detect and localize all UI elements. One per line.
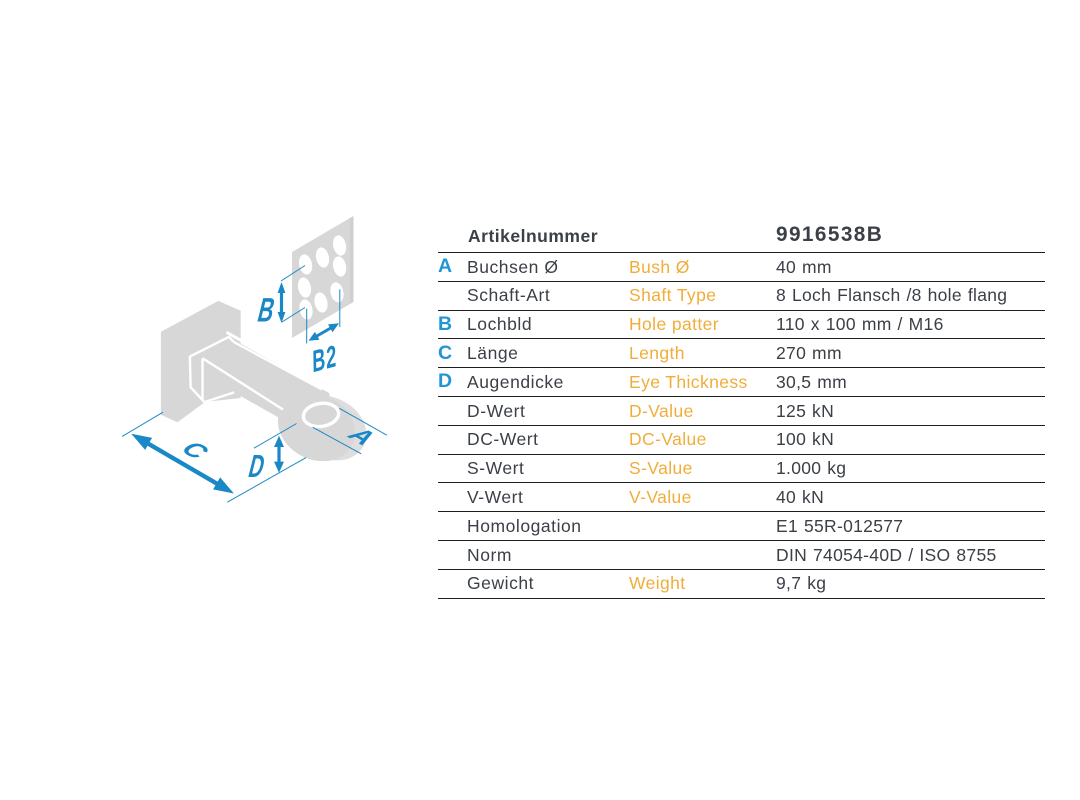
- svg-text:B: B: [254, 292, 279, 330]
- svg-text:D: D: [245, 448, 268, 484]
- svg-text:B2: B2: [312, 339, 337, 380]
- svg-text:C: C: [174, 438, 217, 463]
